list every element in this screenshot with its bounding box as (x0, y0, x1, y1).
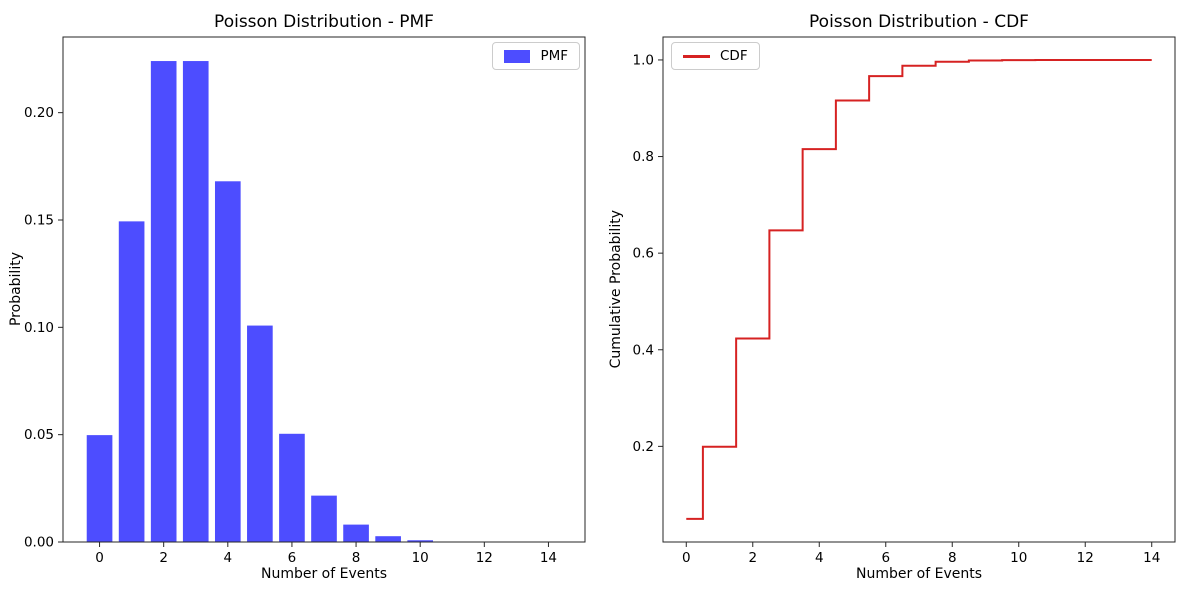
bar (311, 495, 337, 542)
x-tick-label: 0 (95, 550, 104, 566)
cdf-xlabel: Number of Events (855, 566, 983, 582)
pmf-plot-area: 0 2 4 6 8 10 12 14 0.00 0.05 0.10 0.15 0.20 (24, 36, 586, 566)
x-tick-label: 2 (748, 550, 757, 566)
cdf-legend-swatch (683, 54, 710, 58)
x-tick-label: 6 (881, 550, 890, 566)
bar (86, 435, 113, 542)
pmf-legend-swatch (504, 49, 531, 63)
x-tick-label: 8 (352, 550, 361, 566)
cdf-legend: CDF (671, 42, 760, 70)
cdf-line (686, 58, 1152, 520)
y-tick-label: 0.4 (633, 342, 654, 358)
y-tick-label: 0.8 (633, 149, 654, 165)
bar (343, 524, 369, 542)
bar (118, 221, 145, 542)
bar (182, 61, 209, 542)
y-tick-label: 0.05 (24, 427, 54, 443)
y-tick-label: 0.20 (24, 105, 54, 121)
x-tick-label: 4 (224, 550, 233, 566)
pmf-xlabel: Number of Events (260, 566, 388, 582)
x-tick-label: 12 (1077, 550, 1094, 566)
x-tick-label: 4 (815, 550, 824, 566)
cdf-plot-area: 0 2 4 6 8 10 12 14 0.2 0.4 0.6 0.8 1.0 (633, 36, 1176, 566)
bar (375, 536, 401, 542)
bar (279, 433, 305, 542)
pmf-chart-title: Poisson Distribution - PMF (214, 12, 434, 32)
x-tick-label: 6 (288, 550, 297, 566)
cdf-legend-label: CDF (720, 48, 748, 64)
ticks: 0 2 4 6 8 10 12 14 0.00 0.05 0.10 0.15 0.20 (24, 105, 557, 566)
cdf-chart-title: Poisson Distribution - CDF (809, 12, 1029, 32)
pmf-legend-label: PMF (540, 48, 568, 64)
x-tick-label: 12 (476, 550, 493, 566)
x-tick-label: 8 (948, 550, 957, 566)
pmf-bars (86, 61, 466, 543)
axes-frame (662, 36, 1176, 543)
ticks: 0 2 4 6 8 10 12 14 0.2 0.4 0.6 0.8 1.0 (633, 52, 1161, 566)
y-tick-label: 1.0 (633, 52, 654, 68)
x-tick-label: 10 (1010, 550, 1027, 566)
bar (407, 540, 434, 542)
pmf-legend: PMF (492, 42, 580, 70)
axes-frame (62, 36, 586, 543)
y-tick-label: 0.10 (24, 320, 54, 336)
x-tick-label: 0 (682, 550, 691, 566)
bar (214, 181, 241, 543)
bar (150, 61, 177, 542)
x-tick-label: 14 (1143, 550, 1160, 566)
y-tick-label: 0.00 (24, 535, 54, 551)
bar (247, 325, 273, 542)
x-tick-label: 2 (159, 550, 168, 566)
x-tick-label: 14 (540, 550, 557, 566)
y-tick-label: 0.2 (633, 439, 654, 455)
y-tick-label: 0.15 (24, 212, 54, 228)
y-tick-label: 0.6 (633, 246, 654, 262)
x-tick-label: 10 (412, 550, 429, 566)
